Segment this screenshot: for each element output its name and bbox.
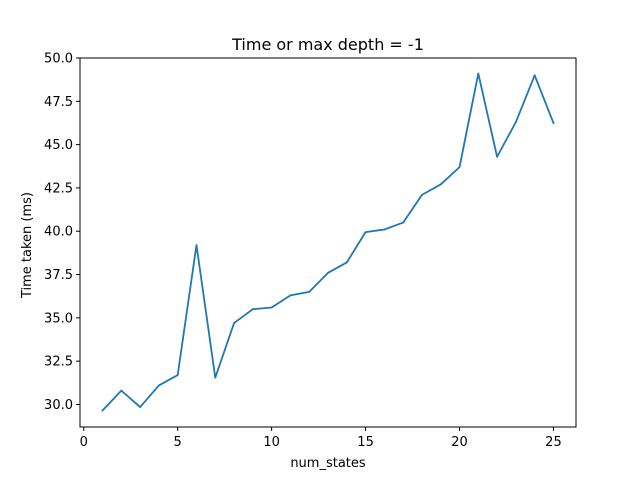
data-point bbox=[308, 291, 310, 293]
data-point bbox=[346, 262, 348, 264]
y-tick-label: 37.5 bbox=[44, 268, 73, 283]
data-point bbox=[196, 244, 198, 246]
y-tick-label: 42.5 bbox=[44, 181, 73, 196]
data-point bbox=[534, 74, 536, 76]
data-point bbox=[327, 272, 329, 274]
y-tick-label: 50.0 bbox=[44, 52, 73, 67]
data-point bbox=[365, 231, 367, 233]
data-point bbox=[496, 156, 498, 158]
x-tick-label: 0 bbox=[80, 435, 88, 450]
y-axis-title: Time taken (ms) bbox=[20, 192, 35, 299]
data-point bbox=[139, 406, 141, 408]
data-point bbox=[477, 73, 479, 75]
data-point bbox=[233, 322, 235, 324]
x-tick-label: 10 bbox=[263, 435, 280, 450]
data-point bbox=[214, 377, 216, 379]
data-point bbox=[553, 122, 555, 124]
data-point bbox=[421, 194, 423, 196]
y-tick-label: 30.0 bbox=[44, 398, 73, 413]
y-tick-label: 45.0 bbox=[44, 138, 73, 153]
data-point bbox=[177, 374, 179, 376]
data-point bbox=[459, 166, 461, 168]
y-tick-label: 35.0 bbox=[44, 311, 73, 326]
x-tick-label: 15 bbox=[357, 435, 374, 450]
data-point bbox=[158, 385, 160, 387]
data-point bbox=[120, 390, 122, 392]
x-tick-label: 25 bbox=[545, 435, 562, 450]
data-point bbox=[383, 229, 385, 231]
data-point bbox=[440, 184, 442, 186]
y-tick-label: 32.5 bbox=[44, 355, 73, 370]
chart-title: Time or max depth = -1 bbox=[231, 35, 424, 54]
data-point bbox=[290, 294, 292, 296]
x-tick-label: 5 bbox=[174, 435, 182, 450]
data-point bbox=[515, 121, 517, 123]
data-point bbox=[252, 308, 254, 310]
x-tick-label: 20 bbox=[451, 435, 468, 450]
data-point bbox=[271, 307, 273, 309]
y-tick-label: 47.5 bbox=[44, 95, 73, 110]
y-tick-label: 40.0 bbox=[44, 225, 73, 240]
data-point bbox=[102, 410, 104, 412]
data-point bbox=[402, 222, 404, 224]
x-axis-title: num_states bbox=[290, 456, 366, 471]
